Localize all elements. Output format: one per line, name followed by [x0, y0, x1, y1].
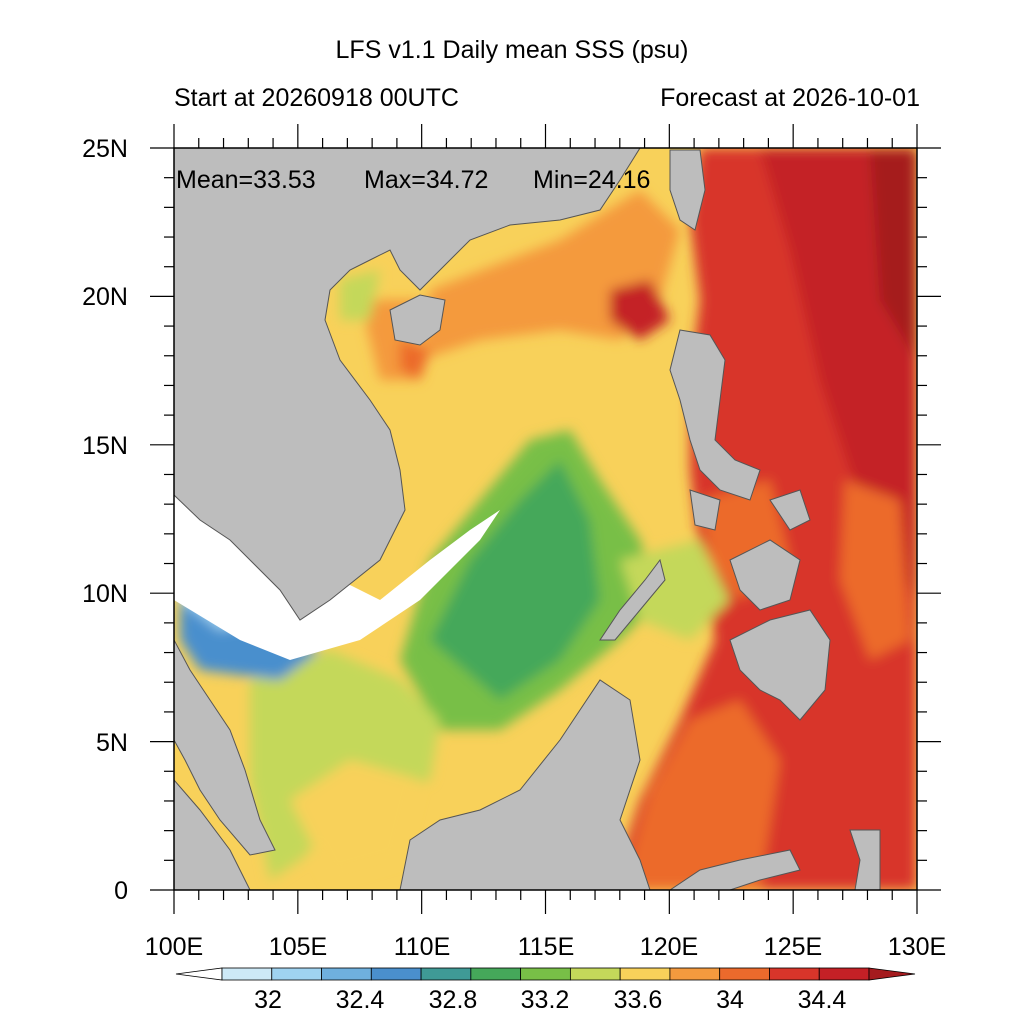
map-plot-area	[174, 148, 917, 890]
land-taiwan	[669, 149, 706, 231]
land-visayas	[689, 489, 811, 611]
land-sulawesi	[669, 849, 801, 890]
y-tick-label: 5N	[96, 729, 128, 757]
y-tick-label: 0	[114, 877, 128, 905]
y-tick-label: 15N	[82, 432, 128, 460]
land-sumatra	[174, 779, 251, 890]
colorbar-label: 33.6	[614, 986, 663, 1014]
colorbar-labels: 32 32.4 32.8 33.2 33.6 34 34.4	[254, 986, 846, 1014]
colorbar-label: 32	[254, 986, 282, 1014]
forecast-time-label: Forecast at 2026-10-01	[660, 84, 920, 112]
colorbar	[175, 967, 916, 981]
x-axis-labels: 100E 105E 110E 115E 120E 125E 130E	[145, 933, 946, 961]
colorbar-swatch	[569, 967, 621, 981]
land-malay-peninsula	[174, 639, 276, 856]
colorbar-label: 34	[716, 986, 744, 1014]
land-mindanao	[729, 609, 831, 721]
land-palawan	[599, 558, 666, 641]
colorbar-swatch	[321, 967, 372, 981]
y-tick-label: 25N	[82, 135, 128, 163]
axis-ticks	[150, 124, 941, 914]
colorbar-swatch	[868, 967, 916, 981]
x-tick-label: 130E	[888, 933, 946, 961]
max-stat: Max=34.72	[364, 166, 488, 194]
y-tick-label: 20N	[82, 283, 128, 311]
land-luzon	[669, 329, 761, 501]
colorbar-swatch	[669, 967, 721, 981]
land-borneo	[399, 679, 651, 890]
colorbar-swatch	[818, 967, 870, 981]
y-axis-labels: 0 5N 10N 15N 20N 25N	[82, 135, 128, 905]
map-title: LFS v1.1 Daily mean SSS (psu)	[335, 36, 689, 64]
colorbar-swatch	[221, 967, 273, 981]
stats-annotation: Mean=33.53 Max=34.72 Min=24.16	[176, 166, 650, 194]
land-halmahera	[849, 829, 881, 890]
mean-stat: Mean=33.53	[176, 166, 316, 194]
colorbar-swatch	[520, 967, 571, 981]
x-tick-label: 125E	[764, 933, 822, 961]
x-tick-label: 110E	[394, 933, 451, 961]
colorbar-swatch	[271, 967, 322, 981]
colorbar-swatch	[175, 967, 223, 981]
min-stat: Min=24.16	[533, 166, 650, 194]
start-time-label: Start at 20260918 00UTC	[174, 84, 459, 112]
x-tick-label: 105E	[269, 933, 327, 961]
colorbar-label: 33.2	[521, 986, 570, 1014]
land-masses	[174, 148, 881, 890]
x-tick-label: 120E	[640, 933, 698, 961]
colorbar-swatch	[470, 967, 522, 981]
land-mainland-asia	[174, 148, 641, 621]
y-tick-label: 10N	[82, 580, 128, 608]
colorbar-label: 32.8	[429, 986, 478, 1014]
x-tick-label: 115E	[518, 933, 575, 961]
colorbar-swatch	[619, 967, 671, 981]
x-tick-label: 100E	[145, 933, 203, 961]
land-hainan	[389, 294, 446, 346]
colorbar-label: 32.4	[336, 986, 385, 1014]
colorbar-swatch	[719, 967, 770, 981]
colorbar-swatch	[370, 967, 422, 981]
colorbar-label: 34.4	[798, 986, 847, 1014]
colorbar-swatch	[420, 967, 472, 981]
colorbar-swatch	[769, 967, 820, 981]
